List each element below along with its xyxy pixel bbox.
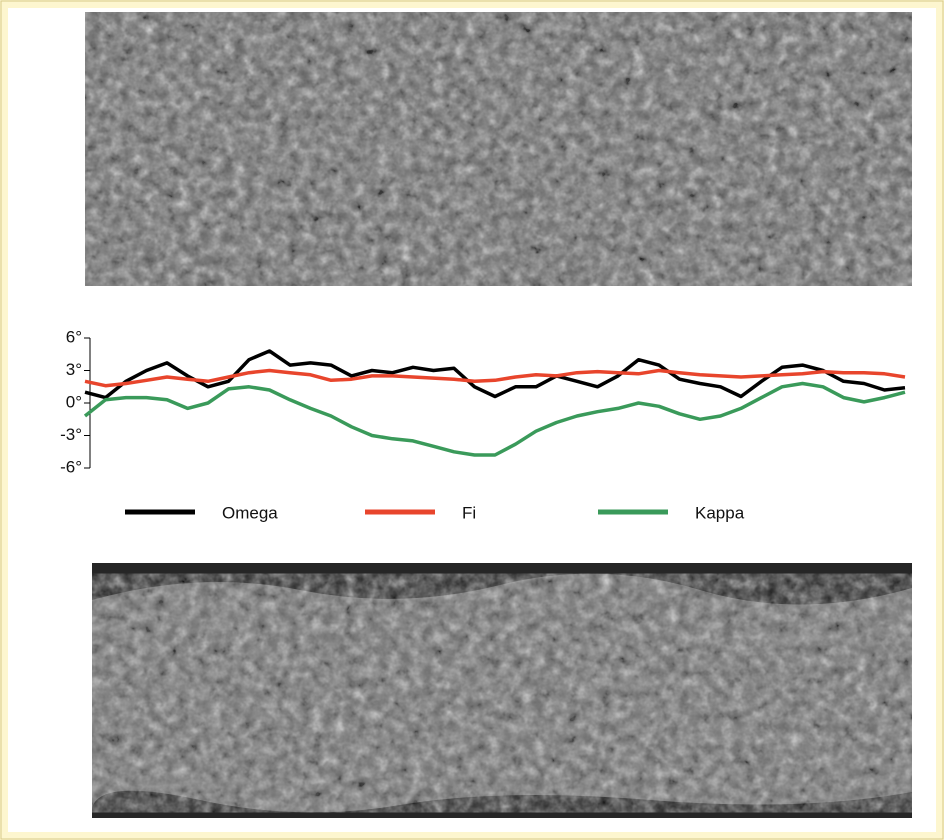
y-tick-label: -3° [60, 425, 82, 444]
figure: 6° 3° 0° -3° -6° Omega Fi Kappa [0, 0, 944, 840]
y-tick-label: 6° [66, 327, 82, 346]
legend-label: Fi [462, 503, 476, 522]
y-tick-label: -6° [60, 457, 82, 476]
y-tick-label: 3° [66, 360, 82, 379]
bottom-image-texture [92, 574, 912, 813]
top-image-texture [85, 12, 912, 286]
legend-label: Omega [222, 503, 278, 522]
legend-label: Kappa [695, 503, 745, 522]
y-tick-label: 0° [66, 392, 82, 411]
